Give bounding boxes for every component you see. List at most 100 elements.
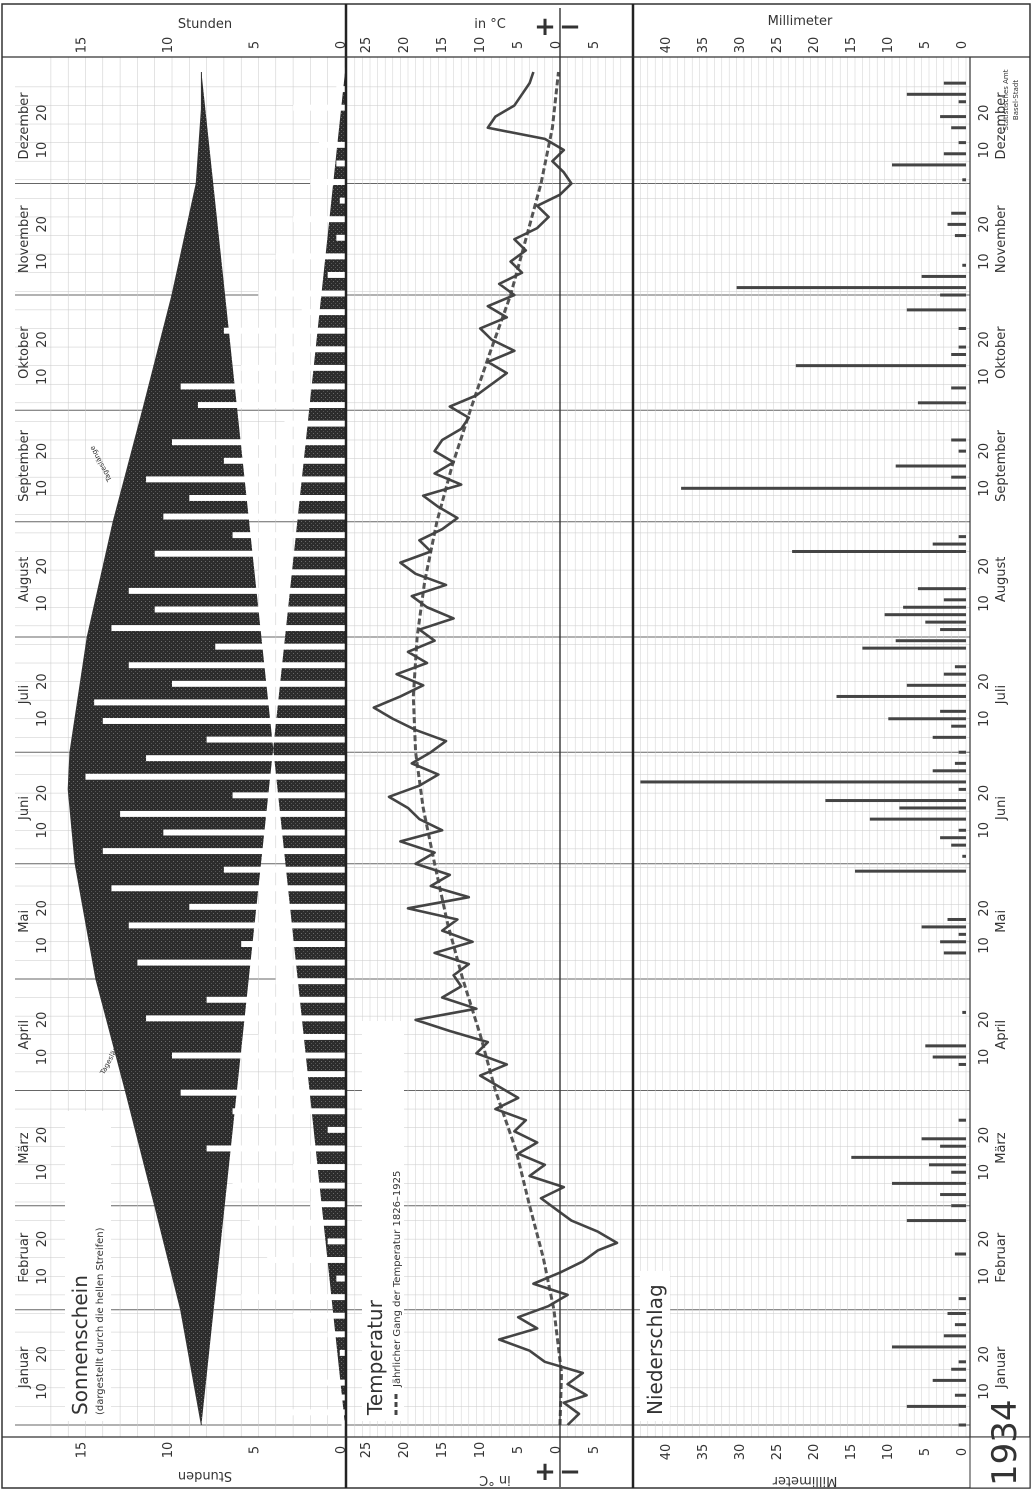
sunshine-bar (223, 457, 345, 464)
precipitation-bar (940, 115, 966, 119)
precipitation-bar (958, 1360, 966, 1364)
sunshine-bar (284, 420, 345, 427)
precipitation-tick-label: 25 (770, 1444, 785, 1461)
sunshine-bar (258, 569, 345, 576)
precipitation-bar (851, 1155, 966, 1159)
sunshine-bar (258, 1033, 345, 1040)
precipitation-bar (940, 836, 966, 840)
temperature-axis-title-bottom: in °C (479, 1472, 511, 1487)
sunshine-bar (223, 327, 345, 334)
day-tick-label: 10 (977, 710, 992, 727)
day-tick-label: 20 (977, 443, 992, 460)
day-tick-label: 10 (977, 142, 992, 159)
precipitation-bar (906, 683, 966, 687)
sunshine-tick-label: 15 (75, 1442, 90, 1459)
sunshine-bar (275, 978, 345, 985)
sunshine-bars (68, 67, 346, 1427)
precipitation-tick-label: 15 (844, 37, 859, 54)
precipitation-tick-label: 15 (844, 1444, 859, 1461)
precipitation-bar (962, 263, 966, 267)
day-tick-label: 10 (35, 1164, 50, 1181)
sunshine-tick-label: 5 (248, 41, 263, 49)
sunshine-bar (111, 625, 345, 632)
precipitation-bar (951, 438, 966, 442)
sunshine-tick-label: 5 (248, 1446, 263, 1454)
precipitation-bar (943, 951, 966, 955)
sunshine-bar (327, 1126, 345, 1133)
day-tick-label: 20 (977, 216, 992, 233)
day-tick-label: 20 (35, 673, 50, 690)
precipitation-tick-label: 35 (696, 1444, 711, 1461)
day-tick-label: 20 (35, 785, 50, 802)
sunshine-bar (189, 903, 345, 910)
minus-sign-bottom: − (559, 1457, 581, 1487)
day-tick-label: 10 (977, 480, 992, 497)
precipitation-bar (958, 1062, 966, 1066)
day-tick-label: 10 (977, 1268, 992, 1285)
day-tick-label: 20 (977, 558, 992, 575)
sunshine-bar (267, 1256, 345, 1263)
outer-frame (1, 3, 1031, 1489)
month-label: Dezember (17, 92, 32, 160)
precipitation-axis-title-bottom: Millimeter (772, 1473, 837, 1488)
sunshine-bar (94, 699, 346, 706)
sunshine-bar (327, 1331, 345, 1338)
precipitation-bar (951, 1204, 966, 1208)
month-label: Juli (17, 685, 32, 705)
precipitation-tick-label: 35 (696, 37, 711, 54)
precipitation-bar (906, 308, 966, 312)
sunshine-bar (293, 104, 345, 111)
temperature-title: Temperatur (363, 1299, 387, 1416)
precipitation-title-box (640, 1271, 670, 1421)
precipitation-tick-label: 5 (918, 41, 933, 49)
day-tick-label: 20 (35, 1346, 50, 1363)
sunshine-bar (180, 1089, 345, 1096)
sunshine-bar (284, 1409, 345, 1416)
precipitation-bar (925, 1044, 966, 1048)
precipitation-bar (932, 1055, 966, 1059)
precipitation-bar (895, 464, 966, 468)
precipitation-bar (862, 646, 966, 650)
sunshine-bar (128, 587, 345, 594)
precipitation-bar (681, 486, 966, 490)
temperature-axis-title-top: in °C (474, 17, 506, 32)
day-length-line (67, 72, 202, 1426)
precipitation-bar (925, 620, 966, 624)
sunshine-bar (241, 364, 345, 371)
day-tick-label: 20 (35, 1231, 50, 1248)
sunshine-bar (336, 1275, 345, 1282)
precipitation-bar (958, 141, 966, 145)
sunshine-bar (232, 532, 345, 539)
day-tick-label: 20 (977, 1127, 992, 1144)
precipitation-bar (899, 806, 966, 810)
precipitation-bar (962, 178, 966, 182)
precipitation-tick-label: 40 (659, 37, 674, 54)
precipitation-bar (954, 1323, 966, 1327)
sunshine-bar (327, 1238, 345, 1245)
precipitation-bar (958, 1423, 966, 1427)
precipitation-bar (836, 694, 966, 698)
minus-sign-top: − (559, 12, 581, 42)
month-label: März (17, 1132, 32, 1164)
precipitation-tick-label: 0 (955, 41, 970, 49)
day-tick-label: 20 (977, 900, 992, 917)
precipitation-bar (951, 126, 966, 130)
precipitation-bar (917, 401, 966, 405)
precipitation-tick-label: 25 (770, 37, 785, 54)
sunshine-tick-label: 15 (75, 37, 90, 54)
day-tick-label: 20 (977, 785, 992, 802)
publisher-line-2: Basel-Stadt (1012, 80, 1020, 120)
precipitation-bars (640, 81, 966, 1427)
sunshine-bar (258, 290, 345, 297)
precipitation-bar (958, 345, 966, 349)
year-box (969, 1436, 1031, 1489)
sunshine-bar (128, 662, 345, 669)
sunshine-bar (206, 736, 345, 743)
precipitation-bar (943, 1334, 966, 1338)
sunshine-axis-title-top: Stunden (178, 17, 232, 32)
sunshine-bar (102, 718, 345, 724)
month-label: Oktober (17, 326, 32, 379)
precipitation-bar (940, 628, 966, 632)
day-tick-label: 20 (35, 331, 50, 348)
